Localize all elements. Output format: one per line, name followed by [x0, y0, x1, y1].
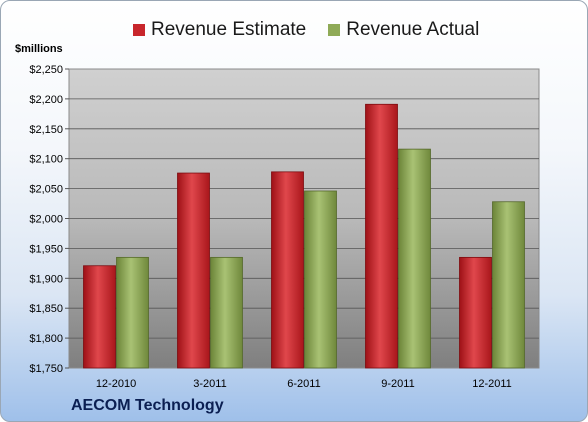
- y-tick-label: $2,150: [29, 124, 63, 136]
- y-tick-label: $1,850: [29, 303, 63, 315]
- y-tick-label: $2,050: [29, 184, 63, 196]
- bar-actual: [116, 256, 149, 369]
- legend-item-estimate: Revenue Estimate: [133, 19, 306, 41]
- y-tick-label: $2,000: [29, 214, 63, 226]
- y-axis-units-label: $millions: [15, 43, 63, 55]
- y-axis-ticks: $1,750 $1,800 $1,850 $1,900 $1,950 $2,000 $2,0…: [29, 64, 69, 375]
- y-tick-label: $2,100: [29, 154, 63, 166]
- y-tick-label: $1,800: [29, 333, 63, 345]
- y-tick-label: $2,250: [29, 64, 63, 76]
- legend-label-actual: Revenue Actual: [346, 19, 480, 40]
- x-tick-label: 12-2010: [96, 378, 136, 390]
- bar-estimate: [177, 172, 210, 369]
- bar-estimate: [459, 256, 492, 369]
- y-tick-label: $1,900: [29, 273, 63, 285]
- company-name: AECOM Technology: [71, 397, 224, 414]
- bars: [83, 103, 525, 369]
- x-tick-label: 12-2011: [472, 378, 512, 390]
- x-tick-label: 3-2011: [193, 378, 226, 390]
- x-tick-label: 6-2011: [287, 378, 320, 390]
- y-tick-label: $1,750: [29, 363, 63, 375]
- y-tick-label: $2,200: [29, 94, 63, 106]
- bar-estimate: [83, 265, 116, 369]
- bar-actual: [492, 201, 525, 369]
- bar-estimate: [271, 171, 304, 369]
- bar-actual: [398, 148, 431, 369]
- legend-swatch-estimate: [133, 24, 145, 36]
- legend-label-estimate: Revenue Estimate: [151, 19, 307, 40]
- bar-actual: [304, 190, 337, 369]
- legend-swatch-actual: [328, 24, 341, 36]
- legend: Revenue Estimate Revenue Actual: [133, 18, 479, 42]
- bar-estimate: [365, 103, 398, 369]
- x-tick-label: 9-2011: [381, 378, 414, 390]
- bar-actual: [210, 256, 243, 369]
- y-tick-label: $1,950: [29, 243, 63, 255]
- x-axis-ticks: 12-2010 3-2011 6-2011 9-2011 12-2011: [96, 378, 512, 390]
- legend-item-actual: Revenue Actual: [328, 19, 479, 41]
